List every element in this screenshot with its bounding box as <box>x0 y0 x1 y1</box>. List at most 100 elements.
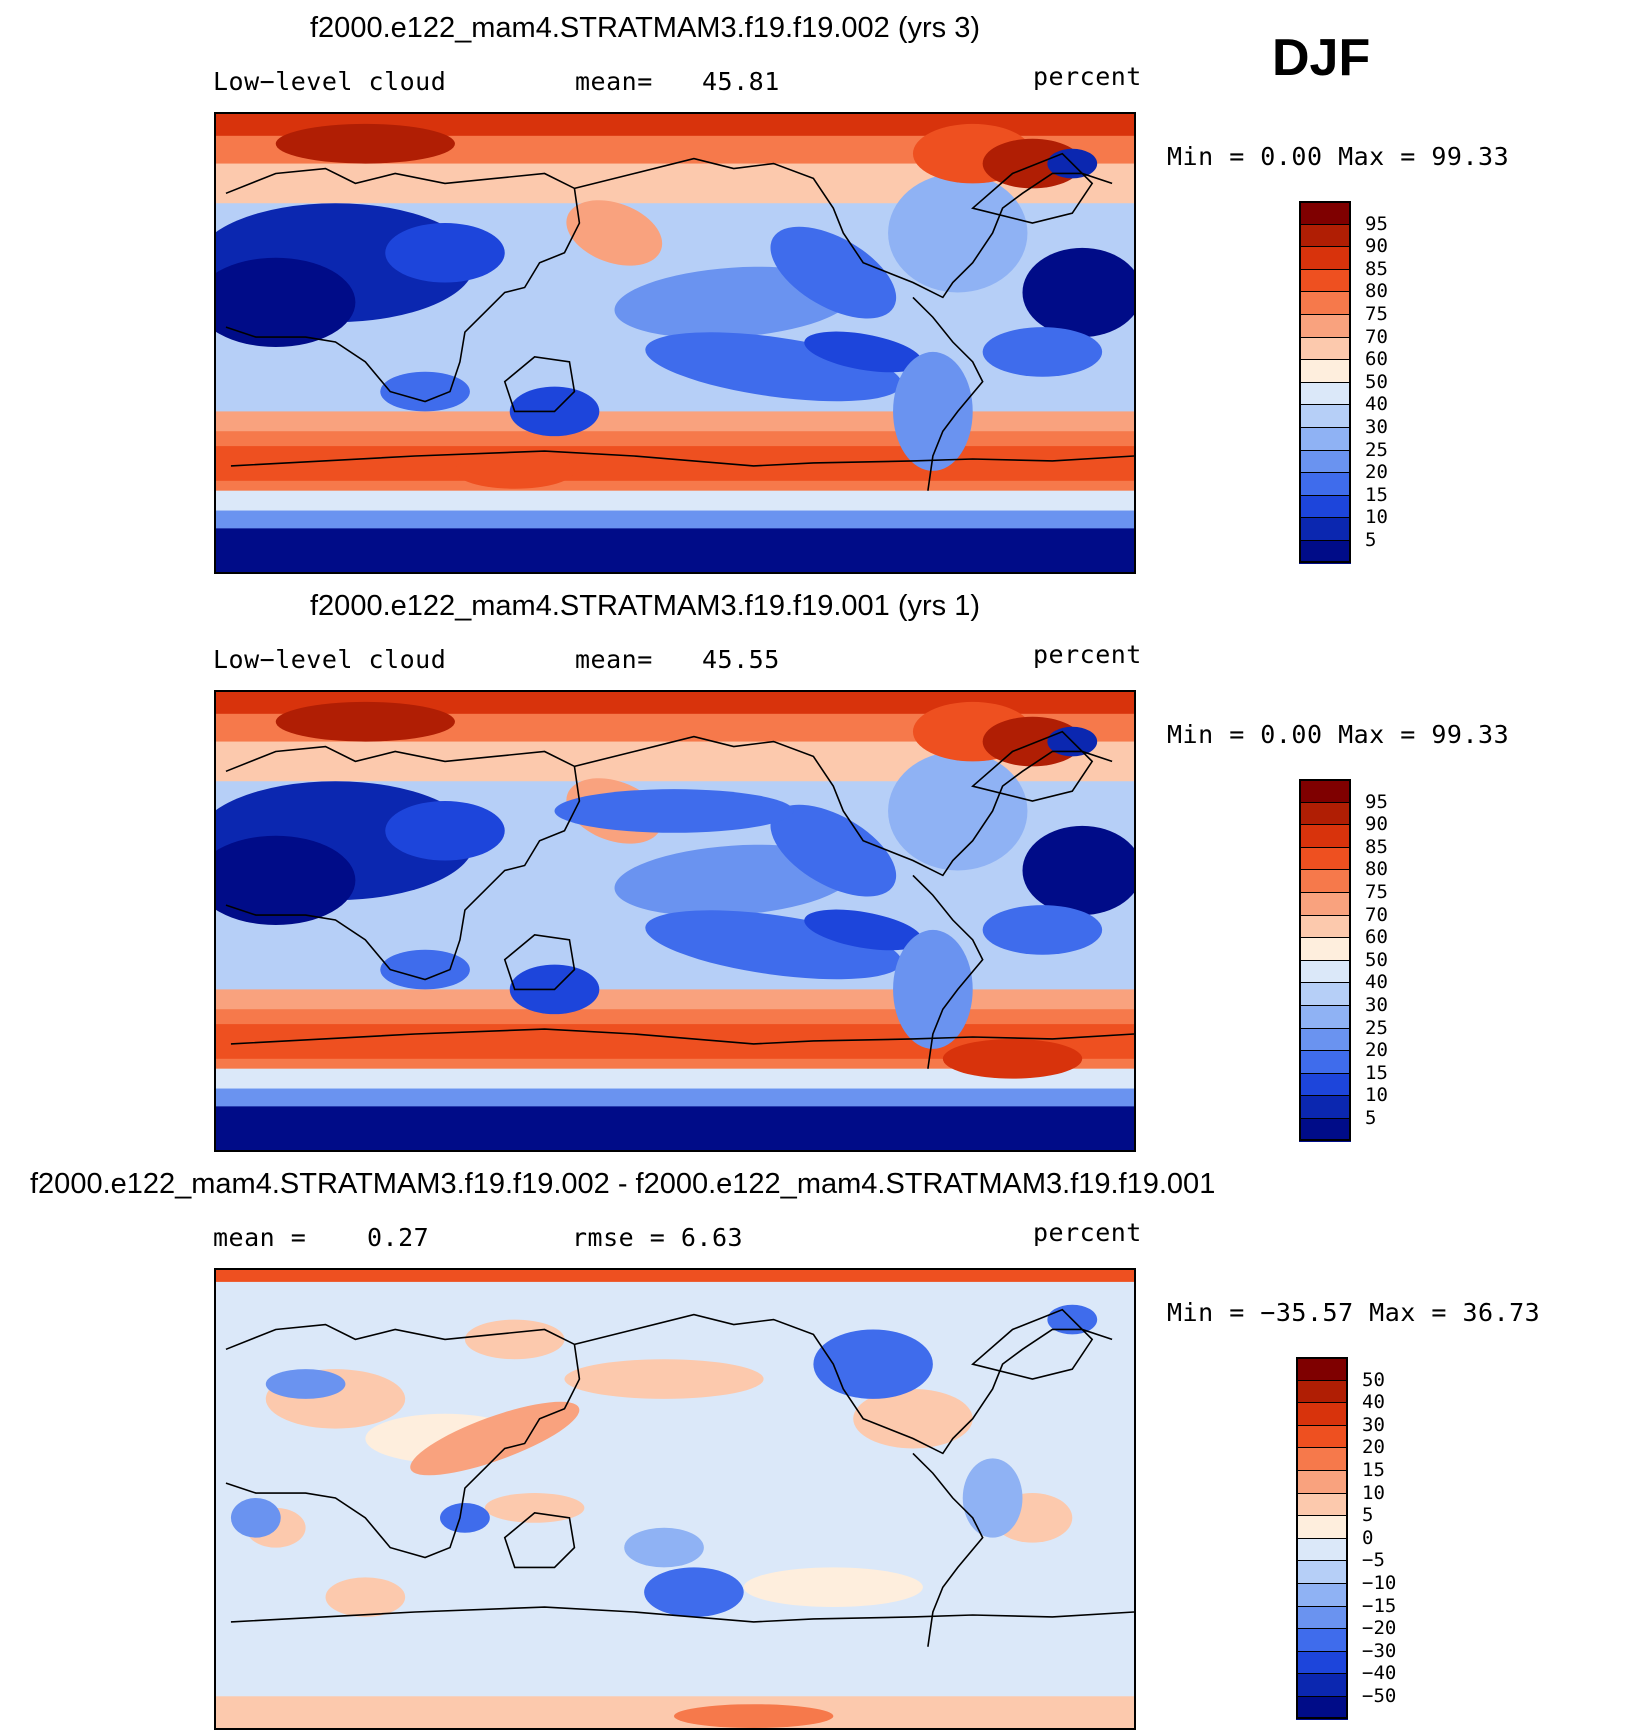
field-blob <box>674 1704 834 1728</box>
field-plot <box>216 114 1134 572</box>
colorbar-swatch <box>1299 914 1351 939</box>
field-plot <box>216 1270 1134 1728</box>
coastline <box>971 152 1094 224</box>
colorbar-swatch <box>1299 517 1351 541</box>
field-blob <box>624 1527 704 1568</box>
colorbar-tick-label: 5 <box>1365 529 1377 551</box>
colorbar-tick-label: 20 <box>1365 461 1388 484</box>
panel-1-map <box>214 112 1136 574</box>
colorbar-frame <box>1296 1357 1348 1719</box>
coastline <box>503 356 576 413</box>
field-blob <box>893 351 973 471</box>
panel-2-map <box>214 690 1136 1152</box>
field-blob <box>564 1359 764 1399</box>
colorbar-tick-label: 50 <box>1365 948 1388 971</box>
colorbar-tick-label: 25 <box>1365 1016 1388 1039</box>
panel-1-min-max: Min = 0.00 Max = 99.33 <box>1167 142 1510 171</box>
colorbar-tick-label: 75 <box>1365 881 1388 903</box>
colorbar-swatch <box>1299 1118 1351 1142</box>
colorbar-tick-label: 0 <box>1362 1526 1374 1549</box>
colorbar-swatch <box>1296 1583 1348 1607</box>
colorbar-swatch <box>1299 472 1351 496</box>
field-blob <box>1022 825 1134 916</box>
colorbar-tick-label: 70 <box>1365 903 1388 926</box>
field-blob <box>216 257 356 347</box>
coastline <box>230 1028 1134 1045</box>
colorbar-tick-label: −20 <box>1362 1617 1397 1640</box>
colorbar-tick-label: −50 <box>1362 1685 1397 1707</box>
panel-2-min-max: Min = 0.00 Max = 99.33 <box>1167 720 1510 749</box>
field-blob <box>464 1319 565 1360</box>
colorbar-swatch <box>1299 801 1351 826</box>
panel-2-variable-label: Low−level cloud <box>213 645 447 674</box>
field-plot <box>216 692 1134 1150</box>
panel-2-units: percent <box>1033 640 1142 669</box>
colorbar-tick-label: −40 <box>1362 1662 1397 1685</box>
field-blob <box>942 1038 1083 1079</box>
field-blob <box>554 789 794 833</box>
colorbar-swatch <box>1296 1537 1348 1562</box>
field-blob <box>743 1567 923 1608</box>
colorbar-tick-label: 10 <box>1365 506 1388 529</box>
field-blob <box>380 371 470 412</box>
colorbar-swatch <box>1296 1605 1348 1630</box>
colorbar-tick-label: −15 <box>1362 1594 1397 1617</box>
colorbar-swatch <box>1296 1357 1348 1381</box>
panel-3-min-max: Min = −35.57 Max = 36.73 <box>1167 1298 1541 1327</box>
field-blob <box>813 1329 933 1399</box>
colorbar-swatch <box>1296 1492 1348 1517</box>
colorbar-swatch <box>1299 291 1351 315</box>
coastline <box>912 1452 984 1647</box>
coastline <box>912 296 984 491</box>
colorbar-tick-label: 80 <box>1365 858 1388 881</box>
panel-1-mean-label: mean= <box>575 67 653 96</box>
panel-2-colorbar: 95 90 85 80 75 70 60 50 40 30 25 20 15 10 5 <box>1299 779 1439 1143</box>
colorbar-swatch <box>1299 1050 1351 1074</box>
colorbar-tick-label: 95 <box>1365 790 1388 813</box>
field-blob <box>216 835 356 925</box>
field-blob <box>440 1502 490 1533</box>
colorbar-swatch <box>1296 1470 1348 1494</box>
field-blob <box>275 701 455 742</box>
panel-1-title: f2000.e122_mam4.STRATMAM3.f19.f19.002 (y… <box>310 12 980 44</box>
colorbar-swatch <box>1299 846 1351 871</box>
field-blob <box>770 226 897 319</box>
colorbar-swatch <box>1299 223 1351 248</box>
panel-1-colorbar: 95 90 85 80 75 70 60 50 40 30 25 20 15 10 5 <box>1299 201 1439 565</box>
colorbar-swatch <box>1299 449 1351 474</box>
panel-3-title: f2000.e122_mam4.STRATMAM3.f19.f19.002 - … <box>30 1168 1216 1200</box>
colorbar-swatch <box>1299 1005 1351 1029</box>
colorbar-tick-label: 10 <box>1365 1084 1388 1107</box>
colorbar-frame <box>1299 779 1351 1141</box>
field-blob <box>982 716 1083 767</box>
panel-1-variable-label: Low−level cloud <box>213 67 447 96</box>
colorbar-tick-label: 50 <box>1365 370 1388 393</box>
panel-3-map <box>214 1268 1136 1730</box>
colorbar-tick-label: 15 <box>1365 1061 1388 1084</box>
field-band <box>216 1106 1134 1150</box>
field-blob <box>385 223 505 283</box>
colorbar-swatch <box>1299 779 1351 803</box>
panel-2-mean-value: 45.55 <box>702 645 780 674</box>
field-blob <box>325 1577 406 1617</box>
panel-2-title: f2000.e122_mam4.STRATMAM3.f19.f19.001 (y… <box>310 590 980 622</box>
colorbar-swatch <box>1296 1560 1348 1584</box>
colorbar-tick-label: 20 <box>1362 1436 1385 1459</box>
colorbar-swatch <box>1296 1424 1348 1449</box>
field-blob <box>804 331 923 373</box>
colorbar-swatch <box>1299 494 1351 519</box>
panel-3-mean-value: 0.27 <box>367 1223 430 1252</box>
field-blob <box>454 453 575 489</box>
colorbar-tick-label: 25 <box>1365 438 1388 461</box>
panel-3-mean-label: mean = <box>213 1223 307 1252</box>
colorbar-swatch <box>1299 314 1351 338</box>
field-blob <box>770 804 897 897</box>
coastline <box>225 745 581 981</box>
coastline <box>971 730 1094 802</box>
field-blob <box>888 173 1028 293</box>
colorbar-tick-label: 90 <box>1365 235 1388 258</box>
field-band <box>216 1270 1134 1282</box>
field-blob <box>644 1567 744 1617</box>
colorbar-swatch <box>1299 892 1351 916</box>
field-blob <box>566 200 663 266</box>
